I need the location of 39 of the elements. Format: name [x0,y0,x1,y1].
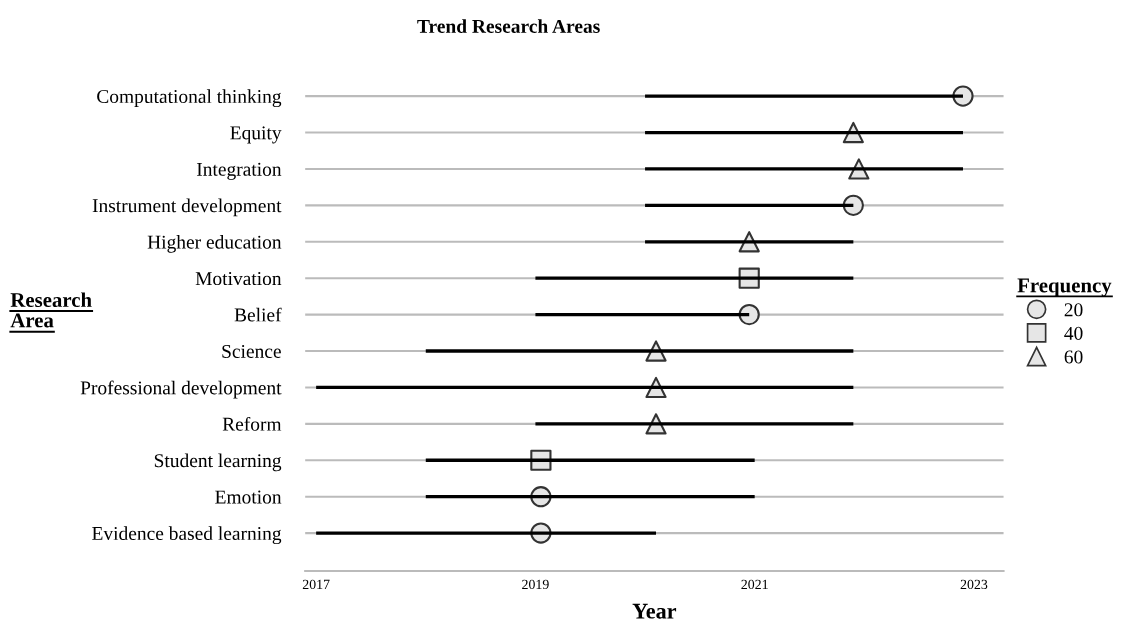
x-tick-label: 2019 [522,579,549,590]
y-tick-label: Evidence based learning [92,526,282,545]
bar [645,94,963,98]
bar [425,349,854,353]
x-axis-title: Year [632,603,677,619]
y-tick-label: Computational thinking [97,89,282,108]
point [842,194,864,216]
bar [535,422,854,426]
bar [645,167,963,171]
y-tick-label: Student learning [154,453,282,472]
bar [425,495,755,499]
y-tick-label: Equity [230,126,282,144]
bar [535,312,750,317]
bar [535,276,854,280]
bar [645,240,854,244]
bar [316,385,854,390]
legend-title: Frequency [1017,278,1112,297]
x-tick-label: 2023 [960,579,988,590]
y-tick-label: Belief [234,307,282,322]
x-tick-label: 2021 [741,579,768,590]
legend-label: 20 [1064,303,1083,317]
legend-label: 60 [1064,350,1083,364]
y-tick-label: Science [222,344,281,358]
y-tick-label: Instrument development [92,198,282,217]
bar [645,203,854,207]
legend-label: 40 [1064,326,1083,340]
y-tick-label: Higher education [147,235,282,253]
x-tick-label: 2017 [302,579,330,590]
y-tick-label: Emotion [215,490,282,504]
y-axis-title: Research Area [10,292,92,328]
bar [645,130,963,135]
chart-title: Trend Research Areas [417,19,600,33]
y-tick-label: Professional development [80,380,282,399]
bar [425,458,755,462]
bar [316,531,657,535]
point [738,303,760,326]
y-tick-label: Motivation [195,272,282,286]
y-tick-label: Reform [222,416,282,431]
y-tick-label: Integration [196,162,282,180]
